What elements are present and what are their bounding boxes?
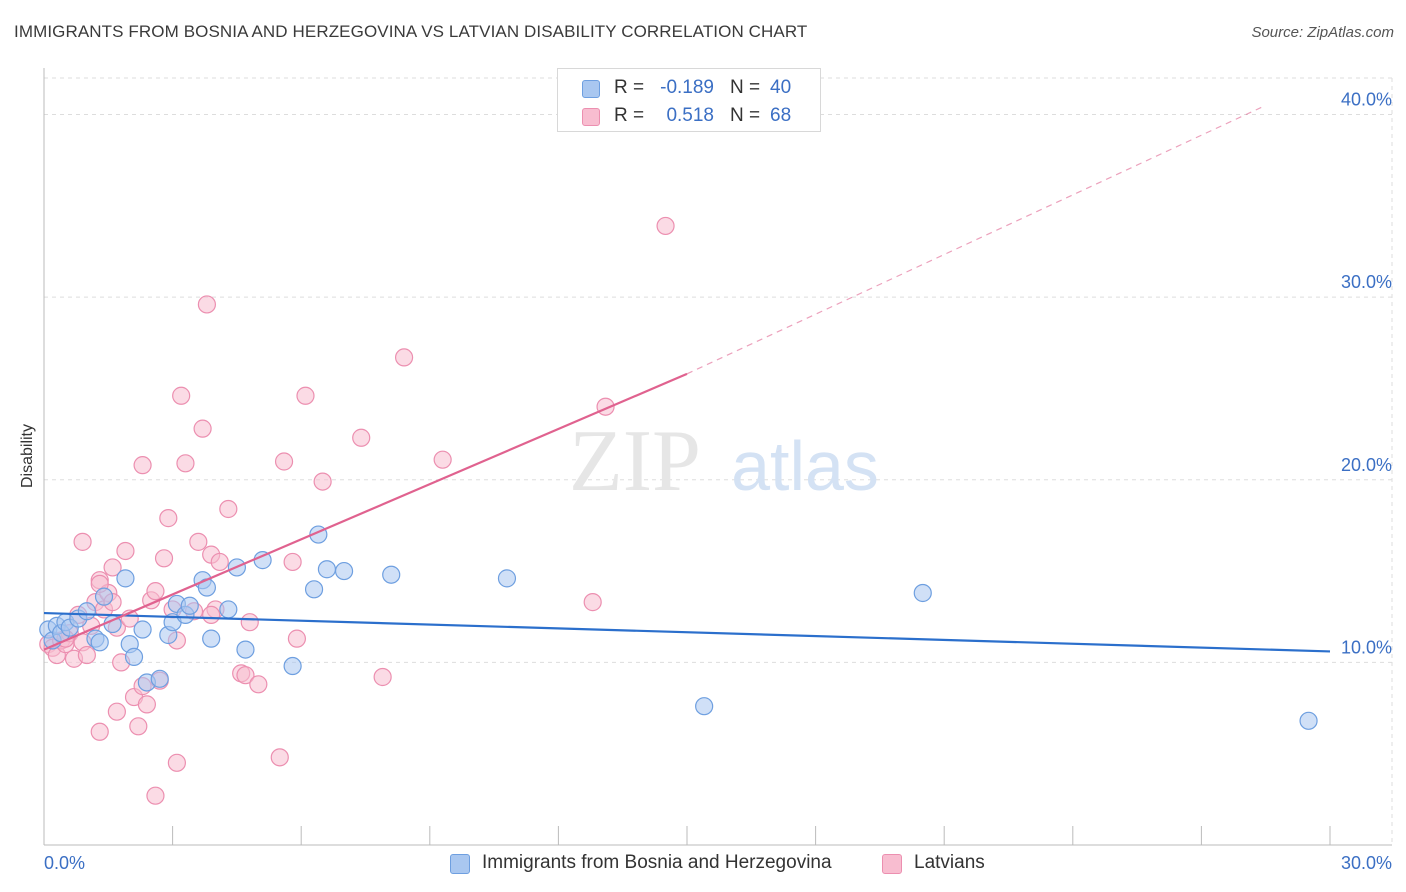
point-latvians — [90, 722, 109, 741]
point-latvians — [133, 456, 152, 475]
legend-r-value: -0.189 — [660, 77, 714, 98]
watermark-zip: ZIP — [569, 413, 701, 510]
point-latvians — [240, 613, 259, 632]
point-latvians — [77, 645, 96, 665]
point-bosnia — [497, 569, 517, 588]
point-latvians — [73, 532, 92, 551]
point-latvians — [210, 552, 229, 572]
trend-lines — [43, 104, 1331, 653]
point-bosnia — [304, 580, 324, 599]
y-tick-label: 10.0% — [1341, 637, 1392, 657]
series-label-latvians: Latvians — [914, 852, 985, 873]
point-bosnia — [334, 561, 354, 581]
point-bosnia — [913, 583, 932, 603]
point-bosnia — [202, 629, 221, 648]
chart-title: IMMIGRANTS FROM BOSNIA AND HERZEGOVINA V… — [14, 22, 808, 41]
legend-n-value: 40 — [770, 77, 792, 98]
point-latvians — [137, 695, 156, 714]
point-latvians — [313, 472, 332, 491]
point-latvians — [236, 666, 255, 685]
point-latvians — [656, 216, 675, 236]
y-tick-label: 40.0% — [1341, 90, 1392, 110]
point-latvians — [373, 667, 392, 687]
trend-line-bosnia — [43, 611, 1331, 653]
grid-lines — [44, 77, 1393, 845]
trend-line-latvians-extrapolated — [686, 104, 1266, 375]
point-latvians — [193, 419, 212, 438]
watermark-atlas: atlas — [731, 427, 879, 505]
point-latvians — [159, 509, 178, 528]
legend-row-latvians: R = 0.518 N = 68 — [558, 101, 820, 131]
legend-r-value: 0.518 — [666, 105, 714, 126]
point-latvians — [146, 582, 165, 601]
legend-row-bosnia: R = -0.189 N = 40 — [558, 73, 820, 103]
point-bosnia — [382, 565, 401, 584]
point-bosnia — [133, 620, 152, 639]
point-latvians — [352, 428, 371, 447]
point-bosnia — [180, 596, 199, 615]
trend-line-latvians — [43, 372, 688, 651]
point-latvians — [103, 558, 122, 577]
point-latvians — [172, 386, 191, 405]
legend-swatch-blue — [582, 80, 600, 98]
x-tick-label-max: 30.0% — [1341, 853, 1392, 873]
point-bosnia — [90, 633, 109, 652]
correlation-legend: R = -0.189 N = 40 R = 0.518 N = 68 — [557, 68, 821, 132]
legend-n-label: N = — [730, 105, 761, 126]
point-latvians — [167, 753, 186, 772]
point-bosnia — [77, 602, 96, 621]
legend-r-label: R = — [614, 77, 645, 98]
point-latvians — [394, 348, 414, 367]
legend-swatch-pink — [582, 108, 600, 126]
point-latvians — [433, 450, 452, 469]
point-latvians — [287, 629, 307, 648]
point-latvians — [219, 499, 238, 519]
x-tick-label-min: 0.0% — [44, 853, 85, 873]
data-points — [39, 216, 1318, 805]
point-latvians — [270, 748, 289, 767]
point-bosnia — [124, 647, 144, 667]
point-bosnia — [116, 569, 135, 588]
series-swatch-pink — [882, 854, 902, 874]
y-tick-label: 30.0% — [1341, 272, 1392, 292]
point-latvians — [249, 675, 268, 694]
point-latvians — [274, 452, 294, 471]
point-latvians — [116, 541, 135, 561]
point-bosnia — [695, 697, 714, 716]
point-latvians — [296, 386, 315, 405]
point-latvians — [107, 702, 126, 721]
point-latvians — [146, 786, 165, 805]
point-latvians — [154, 549, 174, 568]
tick-labels: 10.0% 20.0% 30.0% 40.0% 0.0% 30.0% — [44, 90, 1392, 873]
source-label: Source: ZipAtlas.com — [1251, 24, 1394, 41]
point-latvians — [283, 552, 302, 572]
point-latvians — [129, 717, 148, 736]
point-bosnia — [94, 587, 114, 606]
point-latvians — [202, 605, 221, 625]
point-bosnia — [236, 640, 255, 659]
legend-n-value: 68 — [770, 105, 792, 126]
point-latvians — [197, 295, 216, 314]
point-latvians — [189, 532, 208, 551]
point-bosnia — [283, 656, 302, 676]
point-bosnia — [150, 669, 169, 688]
point-latvians — [176, 454, 195, 473]
point-latvians — [583, 593, 602, 612]
axes — [43, 68, 1392, 846]
point-bosnia — [219, 600, 238, 619]
watermark: ZIP atlas — [569, 413, 879, 510]
legend-r-label: R = — [614, 105, 645, 126]
y-tick-label: 20.0% — [1341, 455, 1392, 475]
point-bosnia — [1299, 711, 1318, 730]
series-swatch-blue — [450, 854, 470, 874]
legend-n-label: N = — [730, 77, 761, 98]
series-label-bosnia: Immigrants from Bosnia and Herzegovina — [482, 852, 832, 873]
point-bosnia — [317, 560, 337, 579]
